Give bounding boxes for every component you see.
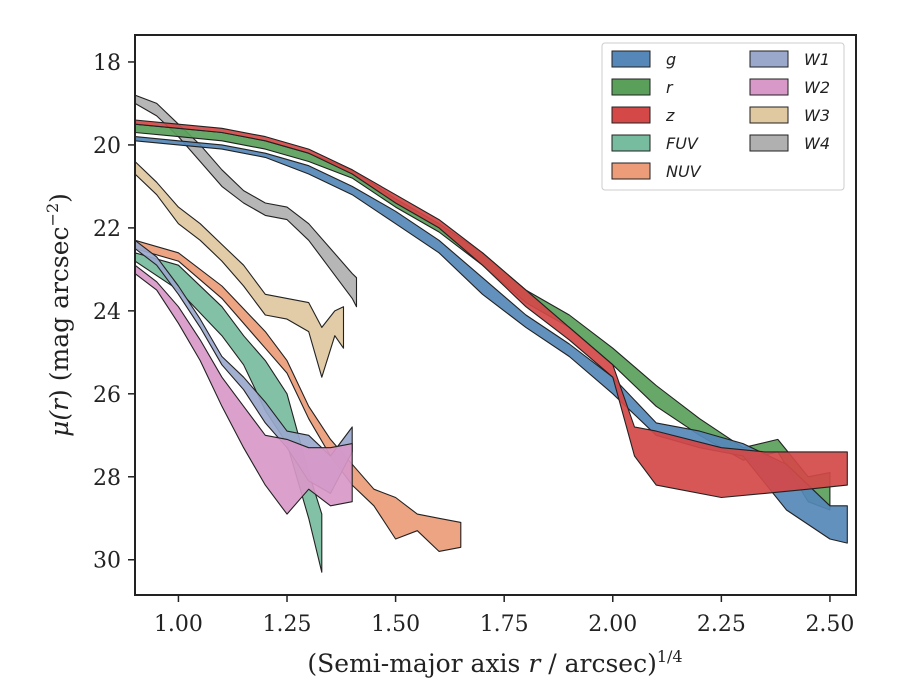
legend-swatch — [611, 106, 651, 124]
legend-entry-w3: W3 — [749, 106, 830, 125]
y-ticks: 18 20 22 24 26 28 30 — [93, 51, 135, 574]
x-tick-label: 2.00 — [588, 612, 637, 637]
x-tick-label: 1.25 — [263, 612, 312, 637]
band-g — [135, 136, 848, 544]
legend-swatch — [749, 106, 789, 124]
legend-label: FUV — [666, 134, 699, 153]
y-tick-label: 22 — [93, 217, 121, 242]
legend-label: W1 — [804, 50, 830, 69]
legend-label: g — [666, 50, 676, 69]
legend-swatch — [611, 162, 651, 180]
band-fuv — [135, 252, 323, 573]
legend-label: W4 — [804, 134, 830, 153]
legend-label: r — [666, 78, 674, 97]
y-axis-label: μ(r) (mag arcsec−2) — [43, 193, 74, 437]
y-tick-label: 30 — [93, 549, 121, 574]
x-tick-label: 2.25 — [697, 612, 746, 637]
plot-frame — [134, 34, 857, 596]
legend-swatch — [611, 134, 651, 152]
legend-swatch — [749, 50, 789, 68]
x-tick-label: 1.00 — [154, 612, 203, 637]
legend-entry-nuv: NUV — [611, 162, 702, 181]
x-ticks: 1.00 1.25 1.50 1.75 2.00 2.25 2.50 — [154, 595, 854, 637]
legend-label: NUV — [666, 162, 702, 181]
legend-entry-z: z — [611, 106, 675, 125]
legend-label: z — [665, 106, 675, 125]
legend-entry-w2: W2 — [749, 78, 830, 97]
legend-label: W2 — [804, 78, 830, 97]
band-nuv — [135, 239, 462, 552]
y-tick-label: 28 — [93, 466, 121, 491]
band-z — [135, 119, 848, 499]
x-axis-label: (Semi-major axis r / arcsec)1/4 — [307, 647, 682, 678]
band-w4 — [135, 94, 358, 308]
x-tick-label: 1.75 — [480, 612, 529, 637]
legend-entry-r: r — [611, 78, 674, 97]
legend-entry-w4: W4 — [749, 134, 830, 153]
legend-entry-w1: W1 — [749, 50, 830, 69]
y-tick-label: 24 — [93, 300, 121, 325]
legend-swatch — [611, 78, 651, 96]
y-tick-label: 20 — [93, 134, 121, 159]
legend-swatch — [749, 78, 789, 96]
y-tick-label: 18 — [93, 51, 121, 76]
band-w3 — [135, 160, 345, 378]
x-tick-label: 1.50 — [371, 612, 420, 637]
x-tick-label: 2.50 — [805, 612, 854, 637]
band-w2 — [135, 264, 353, 515]
legend-entry-fuv: FUV — [611, 134, 699, 153]
legend-entry-g: g — [611, 50, 676, 69]
legend-swatch — [611, 50, 651, 68]
band-layer — [135, 94, 848, 573]
legend: grz FUV NUV W1 W2 W3 W4 — [601, 42, 845, 191]
legend-swatch — [749, 134, 789, 152]
y-tick-label: 26 — [93, 383, 121, 408]
legend-label: W3 — [804, 106, 830, 125]
